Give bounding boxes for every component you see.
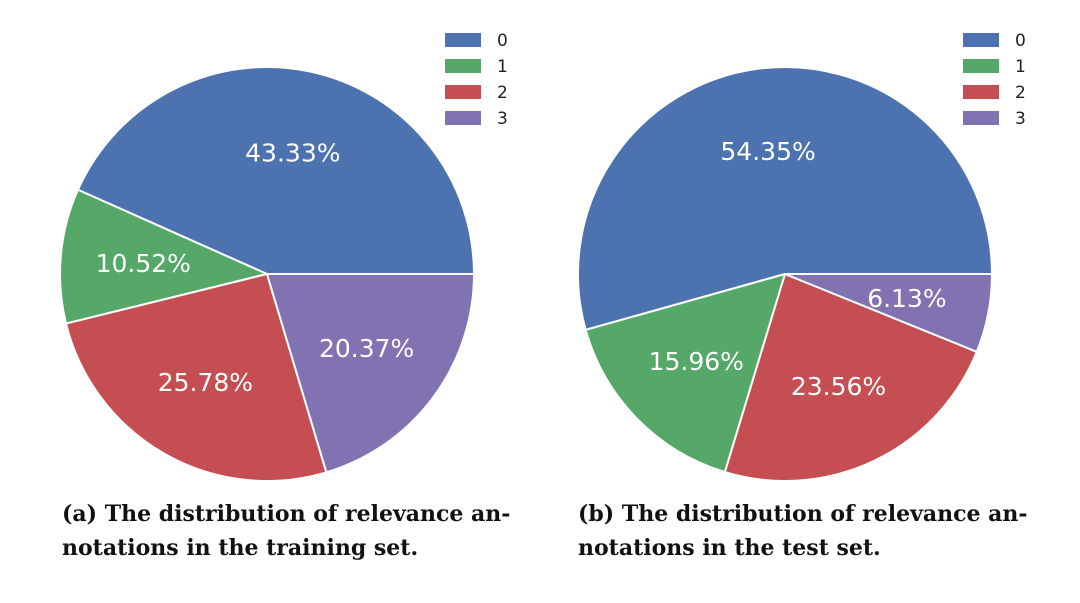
legend-0-swatch-3 bbox=[445, 111, 481, 125]
caption-a-line-2: notations in the training set. bbox=[62, 535, 419, 561]
pie-1-slice-3 bbox=[784, 273, 993, 353]
legend-1-label-3: 3 bbox=[1015, 109, 1026, 129]
caption-b: (b) The distribution of relevance an- no… bbox=[578, 497, 1058, 565]
legend-1-swatch-3 bbox=[963, 111, 999, 125]
caption-b-line-1: (b) The distribution of relevance an- bbox=[578, 501, 1028, 527]
legend-0-swatch-1 bbox=[445, 59, 481, 73]
pie-1-label-2: 23.56% bbox=[791, 372, 886, 401]
pie-0-label-0: 43.33% bbox=[245, 139, 340, 168]
legend-0-label-1: 1 bbox=[497, 57, 508, 77]
pie-1-label-1: 15.96% bbox=[649, 347, 744, 376]
legend-1-swatch-2 bbox=[963, 85, 999, 99]
caption-b-line-2: notations in the test set. bbox=[578, 535, 881, 561]
legend-1-label-1: 1 bbox=[1015, 57, 1026, 77]
pie-0-label-3: 20.37% bbox=[319, 334, 414, 363]
pie-0-slice-1 bbox=[59, 188, 268, 325]
pie-1-slice-2 bbox=[723, 273, 978, 482]
legend-1-label-0: 0 bbox=[1015, 31, 1026, 51]
pie-0-slice-2 bbox=[65, 273, 328, 482]
legend-0-label-0: 0 bbox=[497, 31, 508, 51]
caption-a: (a) The distribution of relevance an- no… bbox=[62, 497, 542, 565]
pie-0-label-1: 10.52% bbox=[96, 249, 191, 278]
legend-0-label-3: 3 bbox=[497, 109, 508, 129]
pie-1-label-3: 6.13% bbox=[867, 284, 946, 313]
legend-0-label-2: 2 bbox=[497, 83, 508, 103]
legend-0-swatch-2 bbox=[445, 85, 481, 99]
pie-1-label-0: 54.35% bbox=[720, 137, 815, 166]
pie-1-slice-0 bbox=[577, 66, 993, 331]
legend-1-swatch-0 bbox=[963, 33, 999, 47]
caption-a-line-1: (a) The distribution of relevance an- bbox=[62, 501, 511, 527]
pie-0-label-2: 25.78% bbox=[158, 368, 253, 397]
pie-0-slice-3 bbox=[266, 273, 475, 474]
legend-1-label-2: 2 bbox=[1015, 83, 1026, 103]
legend-0-swatch-0 bbox=[445, 33, 481, 47]
legend-1-swatch-1 bbox=[963, 59, 999, 73]
pie-1-slice-1 bbox=[584, 273, 786, 474]
pie-0-slice-0 bbox=[76, 66, 475, 275]
